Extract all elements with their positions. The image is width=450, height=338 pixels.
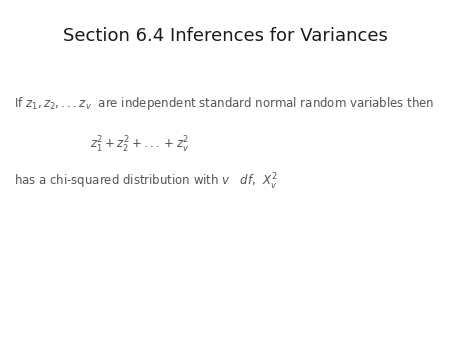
Text: If $z_1, z_2,...z_v$  are independent standard normal random variables then: If $z_1, z_2,...z_v$ are independent sta…	[14, 95, 434, 112]
Text: Section 6.4 Inferences for Variances: Section 6.4 Inferences for Variances	[63, 27, 387, 45]
Text: has a chi-squared distribution with $v$   $df$,  $X_v^2$: has a chi-squared distribution with $v$ …	[14, 172, 278, 192]
Text: $z_1^2 + z_2^2 +...+ z_v^2$: $z_1^2 + z_2^2 +...+ z_v^2$	[90, 135, 189, 155]
